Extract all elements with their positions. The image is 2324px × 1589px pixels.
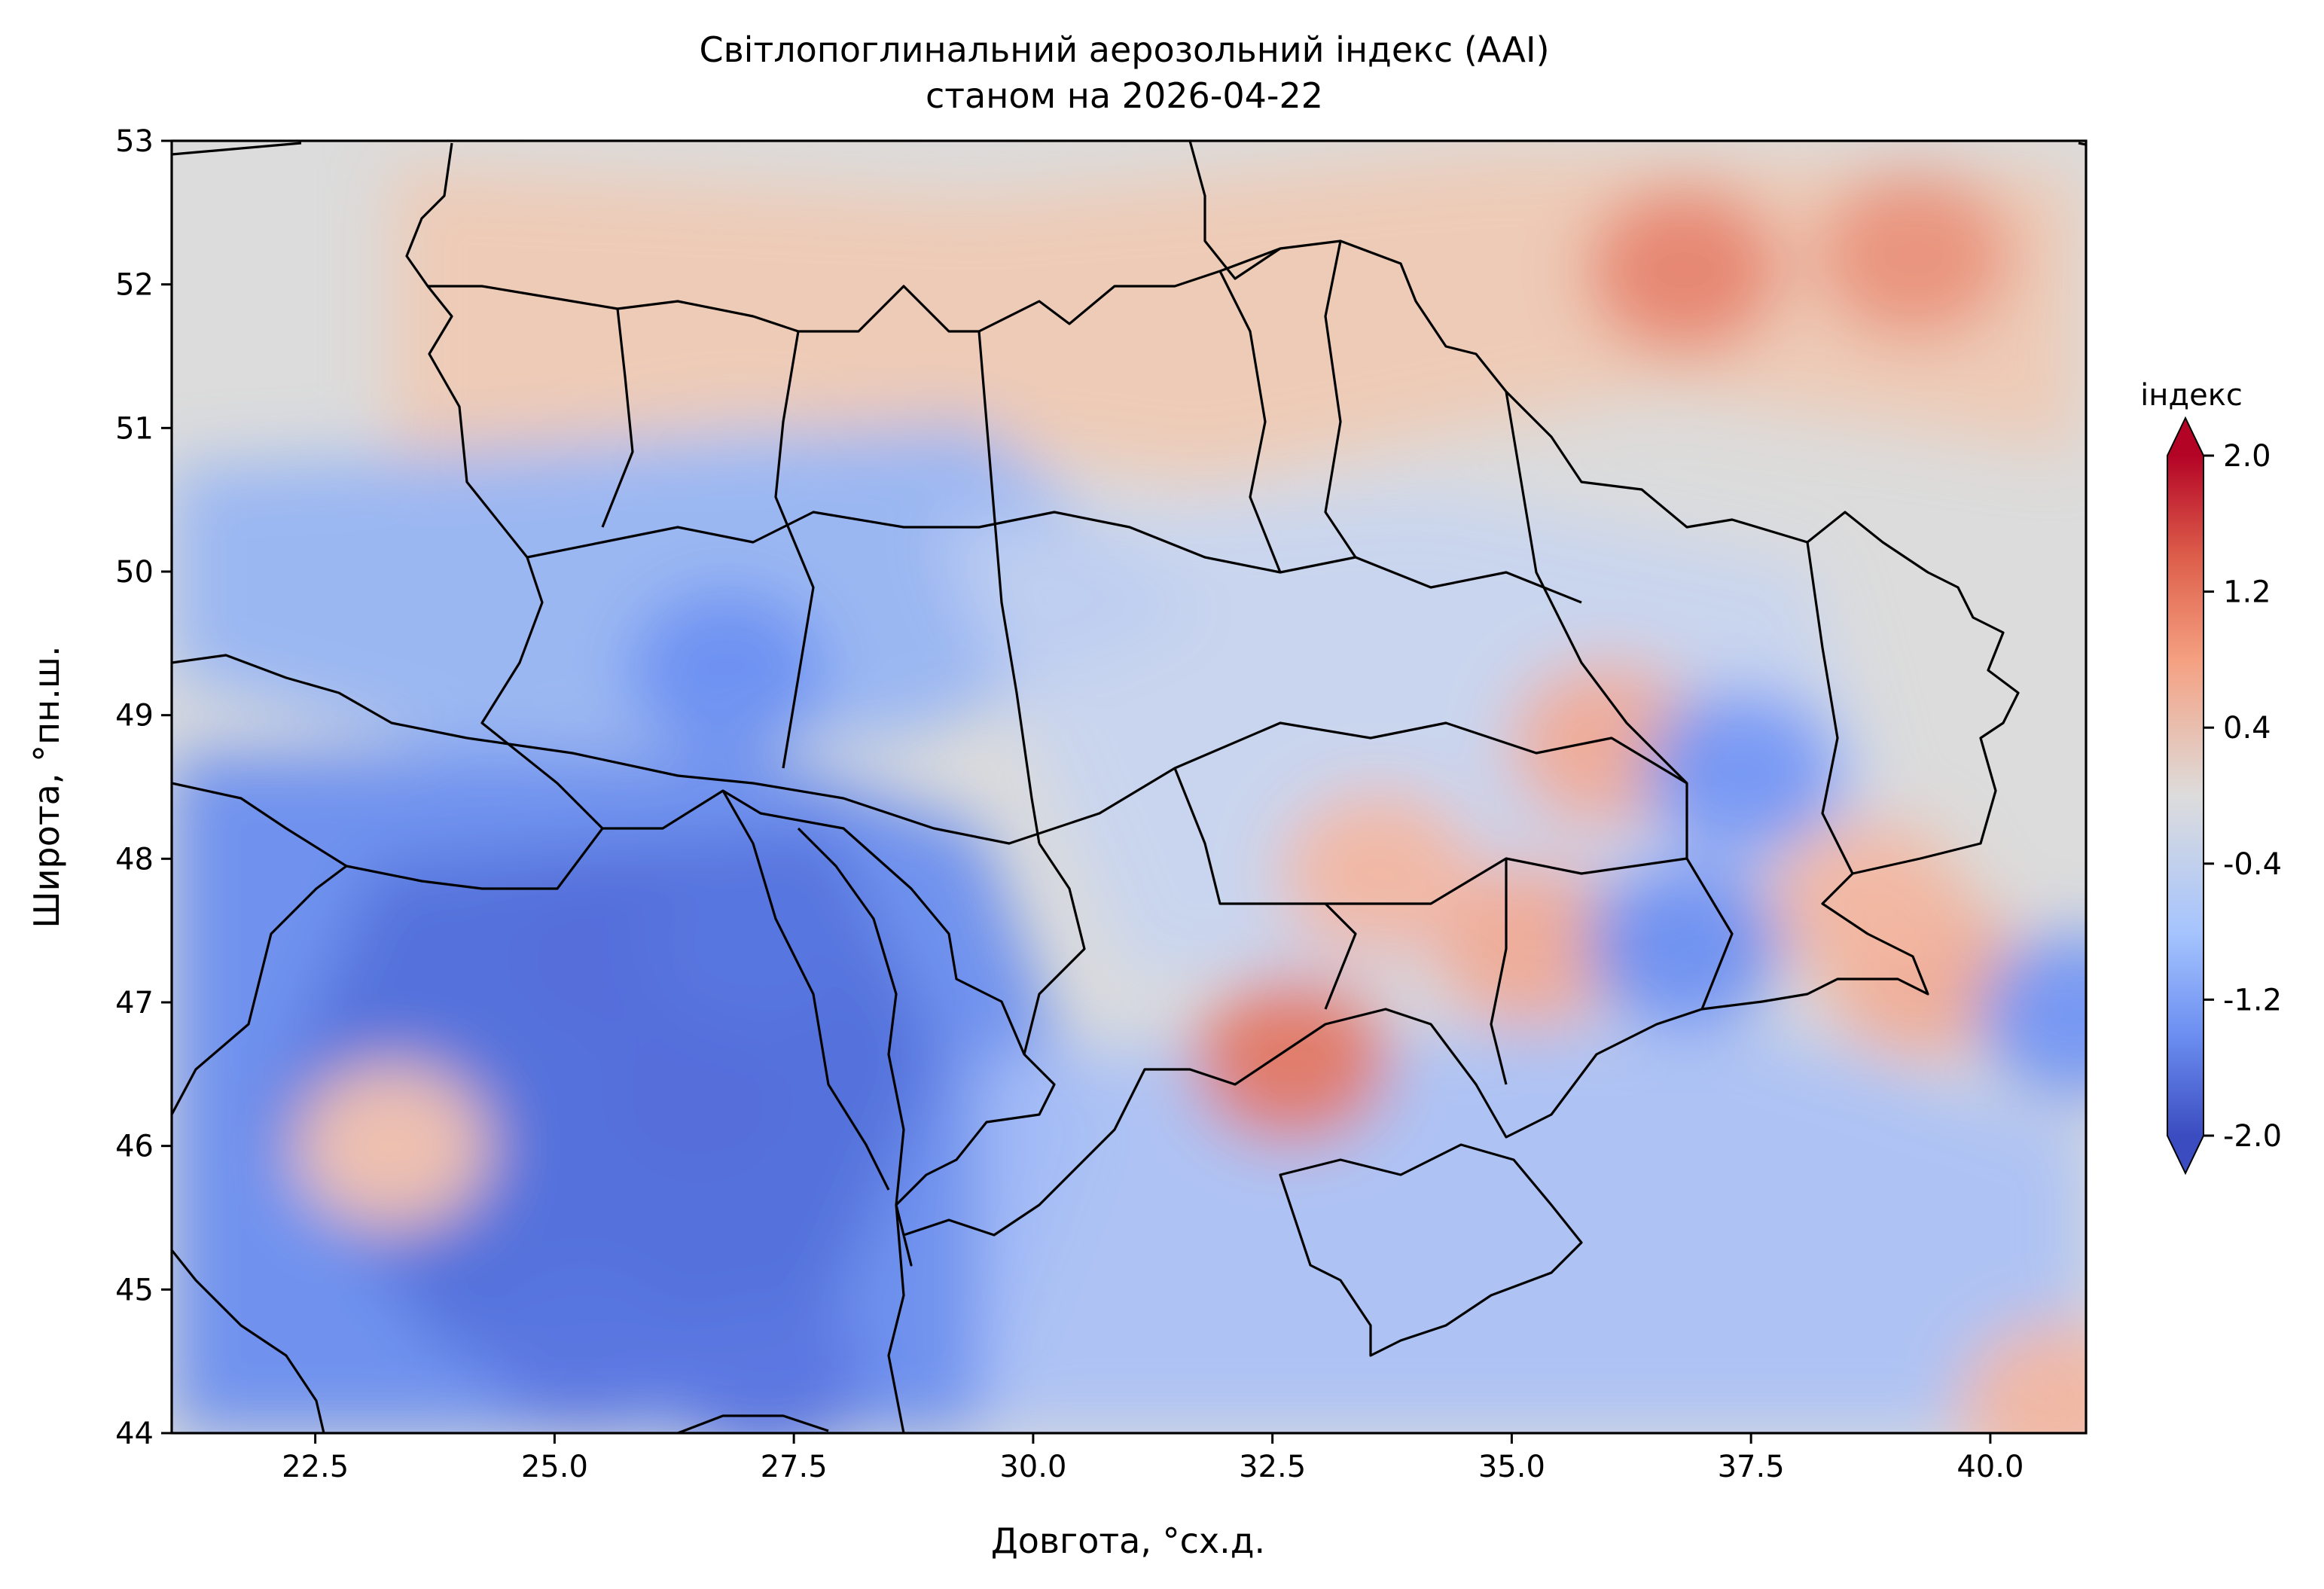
y-tick-label: 52 [115,268,154,303]
coldspot [648,862,844,1028]
x-axis: 22.5 25.0 27.5 30.0 32.5 35.0 37.5 40.0 [282,1433,2024,1484]
colorbar-tick-label: -1.2 [2223,983,2282,1017]
oblast-border [1806,541,1854,874]
y-tick-label: 46 [115,1130,154,1164]
coldspot [1643,689,1840,855]
oblast-border [1023,843,1086,1055]
colorbar-tick-label: -0.4 [2223,847,2282,882]
x-tick-label: 22.5 [282,1450,349,1484]
country-border [721,790,890,1191]
oblast-border [1490,859,1508,1085]
aai-field [172,151,2086,1433]
hotspot [1767,819,1964,985]
hotspot [1194,977,1390,1143]
oblast-border [1325,857,1734,1010]
coldspot [600,1020,797,1186]
chart-subtitle: станом на 2026-04-22 [926,75,1323,116]
y-tick-label: 50 [115,555,154,590]
hotspot [1279,790,1476,956]
x-tick-label: 25.0 [521,1450,588,1484]
hotspot [1586,187,1783,353]
oblast-border [774,331,815,769]
x-tick-label: 27.5 [761,1450,828,1484]
crimea-outline [1279,1143,1583,1357]
x-axis-label: Довгота, °сх.д. [991,1520,1265,1561]
y-tick-label: 48 [115,842,154,877]
x-tick-label: 32.5 [1239,1450,1306,1484]
y-tick-label: 51 [115,411,154,446]
country-border [172,1249,325,1433]
oblast-border [1218,270,1282,573]
colorbar-gradient [2167,456,2204,1136]
plot-area [172,141,2086,1433]
colorbar-label: індекс [2140,378,2243,413]
coldspot [485,1264,682,1430]
country-border [172,782,604,890]
colorbar: індекс 2.0 1.2 0.4 -0.4 -1.2 -2.0 [2140,378,2282,1176]
coldspot [629,589,825,755]
border-lines [172,141,2086,1433]
colorbar-ticks: 2.0 1.2 0.4 -0.4 -1.2 -2.0 [2204,439,2282,1154]
country-border [172,142,2086,156]
coldspot [1586,862,1783,1028]
hotspot [294,1063,490,1229]
country-border [172,654,468,740]
field-patch [941,490,1883,979]
y-axis: 53 52 51 50 49 48 47 46 45 44 [115,124,172,1451]
hotspot [1432,862,1629,1028]
country-border [1188,141,1281,280]
chart-title: Світлопоглинальний аерозольний індекс (A… [699,29,1549,70]
x-tick-label: 30.0 [999,1450,1066,1484]
colorbar-tick-label: 1.2 [2223,575,2271,610]
hotspot [1959,1321,2086,1433]
country-border [405,142,453,287]
coldspot [667,1292,863,1433]
coldspot [504,876,700,1042]
y-axis-label: Широта, °пн.ш. [26,645,67,928]
y-tick-label: 44 [115,1417,154,1451]
oblast-border [526,511,1582,604]
x-tick-label: 40.0 [1956,1450,2024,1484]
field-patch [979,1017,2086,1433]
oblast-border [1173,767,1357,1010]
country-border [677,1414,829,1433]
oblast-border [1324,240,1357,558]
colorbar-tick-label: -2.0 [2223,1119,2282,1154]
oblast-border [466,721,1688,845]
y-tick-label: 53 [115,124,154,159]
field-patch [172,422,1205,753]
axes-frame [170,139,2088,1435]
colorbar-tick-label: 2.0 [2223,439,2271,474]
y-tick-label: 49 [115,699,154,734]
x-tick-label: 37.5 [1718,1450,1785,1484]
x-tick-label: 35.0 [1478,1450,1545,1484]
coldspot [1978,934,2086,1100]
coast-line [797,827,905,1433]
oblast-border [977,331,1041,844]
hotspot [1816,172,2012,339]
y-tick-label: 47 [115,986,154,1020]
y-tick-label: 45 [115,1273,154,1307]
country-border [172,865,347,1115]
oblast-border [601,308,634,528]
ukraine-border [426,239,2020,1267]
colorbar-extend-max [2167,418,2204,456]
colorbar-tick-label: 0.4 [2223,711,2271,746]
colorbar-extend-min [2167,1136,2204,1173]
oblast-border [1505,391,1688,859]
